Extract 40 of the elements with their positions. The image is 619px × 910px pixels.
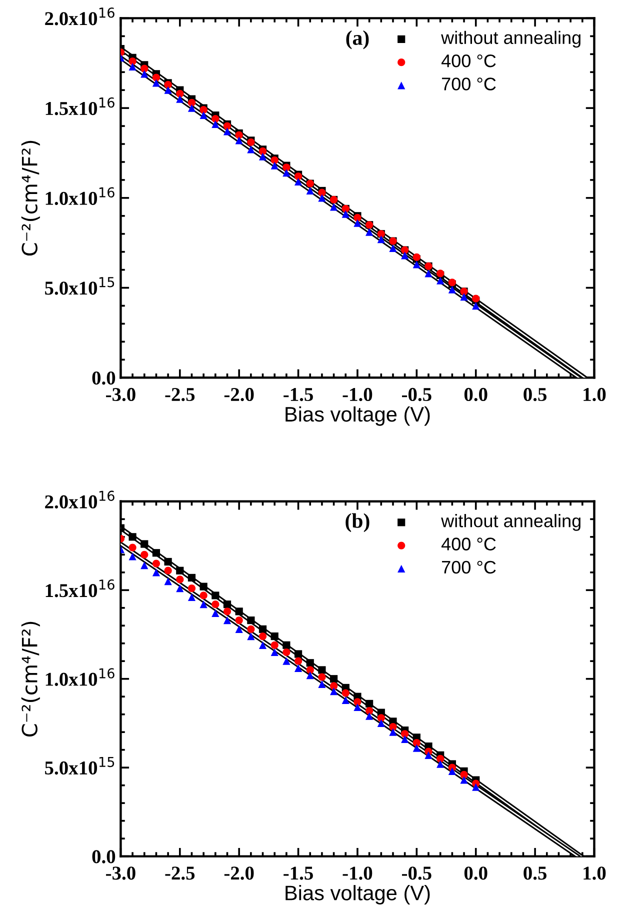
x-tick-label: -1.0	[342, 388, 372, 402]
legend-label: 700 °C	[442, 78, 496, 90]
x-tick-label: -3.0	[106, 866, 136, 880]
x-tick-label: -2.5	[165, 866, 195, 880]
y-tick-label: 5.0x10$^{15}$	[45, 277, 114, 295]
annotation: (b)	[346, 513, 370, 532]
y-tick-label: 2.0x10$^{16}$	[45, 490, 114, 509]
y-axis-title: C⁻²(cm⁴/F²)	[21, 622, 40, 736]
x-tick-label: -1.5	[284, 388, 313, 402]
x-tick-label: -2.0	[224, 866, 254, 880]
legend-label: 400 °C	[441, 538, 496, 550]
legend-label: 700 °C	[442, 560, 496, 574]
x-tick-label: -2.5	[165, 388, 195, 402]
legend-label: 400 °C	[441, 54, 496, 68]
y-tick-label: 0.0	[92, 371, 116, 385]
legend-label: without annealing	[441, 30, 580, 48]
y-tick-label: 1.5x10$^{16}$	[46, 579, 114, 598]
x-tick-label: -2.0	[224, 388, 254, 402]
x-tick-label: -1.0	[342, 866, 372, 880]
y-tick-label: 1.5x10$^{16}$	[46, 97, 114, 116]
x-tick-label: -3.0	[106, 388, 136, 402]
x-tick-label: 0.0	[464, 866, 488, 880]
x-tick-label: 0.5	[524, 388, 546, 402]
y-axis-title: C⁻²(cm⁴/F²)	[21, 140, 40, 256]
x-tick-label: -0.5	[402, 866, 432, 880]
legend-label: without annealing	[441, 514, 580, 531]
x-tick-label: -1.5	[284, 866, 313, 880]
x-tick-label: 0.0	[464, 388, 488, 402]
y-tick-label: 1.0x10$^{16}$	[46, 668, 114, 686]
x-axis-title: Bias voltage (V)	[286, 885, 430, 904]
y-tick-label: 5.0x10$^{15}$	[45, 756, 114, 775]
x-tick-label: -0.5	[402, 388, 432, 402]
y-tick-label: 2.0x10$^{16}$	[45, 7, 114, 26]
x-tick-label: 1.0	[584, 388, 606, 402]
x-axis-title: Bias voltage (V)	[286, 406, 430, 426]
x-tick-label: 0.5	[524, 866, 546, 880]
annotation: (a)	[346, 30, 369, 50]
x-tick-label: 1.0	[584, 866, 606, 880]
y-tick-label: 1.0x10$^{16}$	[46, 187, 114, 206]
y-tick-label: 0.0	[92, 850, 116, 864]
